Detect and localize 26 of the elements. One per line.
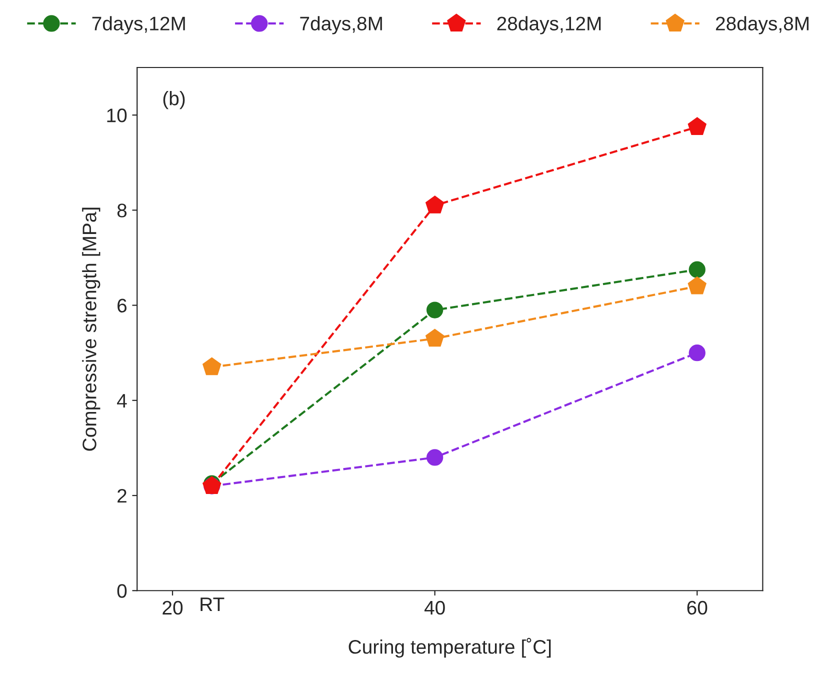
y-tick-label: 4 <box>117 394 127 408</box>
y-axis-title: Compressive strength [MPa] <box>82 208 100 451</box>
point <box>426 302 444 318</box>
legend-label: 7days,12M <box>92 16 185 34</box>
annotation: (b) <box>163 91 185 110</box>
legend-label: 28days,12M <box>497 16 601 34</box>
legend-label: 28days,8M <box>716 16 809 34</box>
point <box>202 357 222 376</box>
x-tick-label: 40 <box>424 600 445 615</box>
point <box>426 196 444 214</box>
point <box>688 261 706 278</box>
y-tick-label: 2 <box>118 488 126 503</box>
legend-label: 7days,8M <box>300 16 382 34</box>
x-tick-label: 20 <box>162 600 183 615</box>
point <box>426 449 444 466</box>
y-tick-label: 0 <box>117 584 127 598</box>
y-tick-label: 8 <box>117 204 127 218</box>
point <box>688 344 706 362</box>
x-tick-label: 60 <box>687 600 708 615</box>
point <box>426 328 444 347</box>
y-tick-label: 10 <box>107 108 127 122</box>
point <box>688 276 706 294</box>
text: RT <box>200 598 224 611</box>
y-tick-label: 6 <box>118 298 127 313</box>
x-axis-title: Curing temperature [˚C] <box>348 638 551 658</box>
point <box>688 117 706 135</box>
